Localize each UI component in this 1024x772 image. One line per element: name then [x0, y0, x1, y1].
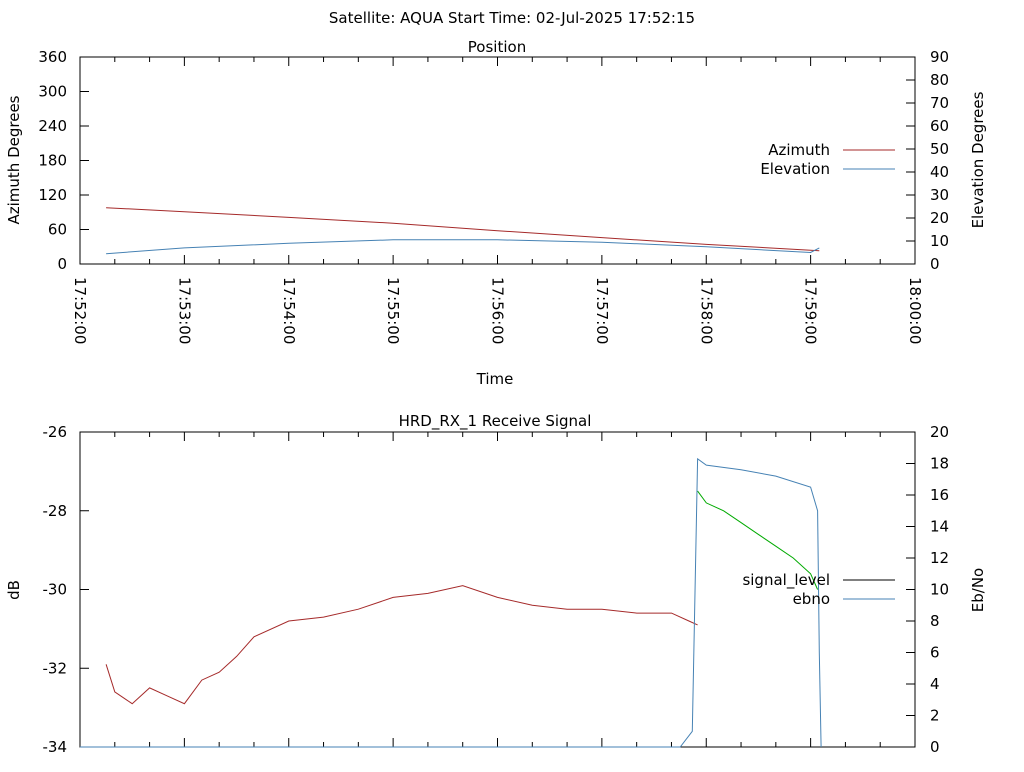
receive-right-axis: 0 2 4 6 8 10 12 14 16 18 20: [906, 423, 949, 756]
time-tick-label: 17:56:00: [489, 277, 507, 344]
position-chart: Position 0 60 120 180 240 300 360 0 10 20 30 40 50 6…: [5, 38, 987, 388]
right-tick-label: 90: [930, 48, 949, 66]
position-ylabel: Azimuth Degrees: [5, 95, 23, 224]
right-tick-label: 60: [930, 117, 949, 135]
series-line-signal-level: [105, 585, 698, 705]
right-tick-label: 30: [930, 186, 949, 204]
series-line-signal-level: [697, 490, 819, 590]
position-y2label: Elevation Degrees: [969, 91, 987, 228]
right-tick-label: 10: [930, 232, 949, 250]
left-tick-label: -30: [43, 581, 68, 599]
time-tick-label: 17:57:00: [593, 277, 611, 344]
right-tick-label: 14: [930, 518, 949, 536]
time-tick-label: 17:52:00: [71, 277, 89, 344]
position-xlabel: Time: [476, 370, 514, 388]
right-tick-label: 40: [930, 163, 949, 181]
receive-left-axis: -34 -32 -30 -28 -26: [43, 423, 89, 756]
legend-label: ebno: [793, 590, 830, 608]
left-tick-label: 60: [48, 221, 67, 239]
left-tick-label: -32: [43, 659, 68, 677]
right-tick-label: 80: [930, 71, 949, 89]
receive-plot-area: [79, 431, 916, 748]
series-line-elevation: [106, 239, 820, 255]
position-series: [106, 207, 820, 255]
receive-y2label: Eb/No: [969, 568, 987, 612]
left-tick-label: 120: [38, 186, 67, 204]
time-tick-label: 17:54:00: [280, 277, 298, 344]
left-tick-label: -34: [43, 738, 68, 756]
figure-title: Satellite: AQUA Start Time: 02-Jul-2025 …: [329, 9, 695, 27]
right-tick-label: 16: [930, 486, 949, 504]
right-tick-label: 20: [930, 209, 949, 227]
time-tick-label: 17:53:00: [175, 277, 193, 344]
right-tick-label: 6: [930, 644, 940, 662]
receive-ylabel: dB: [5, 580, 23, 600]
left-tick-label: 300: [38, 83, 67, 101]
left-tick-label: -26: [43, 423, 68, 441]
right-tick-label: 70: [930, 94, 949, 112]
right-tick-label: 20: [930, 423, 949, 441]
legend-label: Elevation: [760, 160, 830, 178]
time-tick-label: 18:00:00: [906, 277, 924, 344]
receive-time-axis: [79, 432, 916, 747]
time-tick-label: 17:59:00: [802, 277, 820, 344]
right-tick-label: 12: [930, 549, 949, 567]
right-tick-label: 10: [930, 581, 949, 599]
left-tick-label: 180: [38, 152, 67, 170]
right-tick-label: 4: [930, 675, 940, 693]
series-line-azimuth: [106, 207, 820, 252]
position-chart-title: Position: [468, 38, 526, 56]
left-tick-label: 360: [38, 48, 67, 66]
right-tick-label: 8: [930, 612, 940, 630]
position-time-axis: 17:52:00 17:53:00 17:54:00 17:55:00 17:56:00…: [71, 57, 924, 344]
left-tick-label: -28: [43, 502, 68, 520]
right-tick-label: 2: [930, 707, 940, 725]
receive-signal-chart: HRD_RX_1 Receive Signal -34-32-30-28-26 …: [5, 412, 987, 756]
left-tick-label: 0: [57, 255, 67, 273]
time-tick-label: 17:58:00: [697, 277, 715, 344]
right-tick-label: 18: [930, 455, 949, 473]
series-line-ebno: [80, 457, 822, 748]
position-right-axis: 0 10 20 30 40 50 60 70 80 90: [906, 48, 949, 273]
legend-label: signal_level: [742, 571, 830, 590]
time-tick-label: 17:55:00: [384, 277, 402, 344]
position-left-axis: 0 60 120 180 240 300 360: [38, 48, 89, 273]
receive-signal-chart-title: HRD_RX_1 Receive Signal: [399, 412, 592, 431]
right-tick-label: 0: [930, 738, 940, 756]
legend-label: Azimuth: [768, 141, 830, 159]
right-tick-label: 0: [930, 255, 940, 273]
right-tick-label: 50: [930, 140, 949, 158]
left-tick-label: 240: [38, 117, 67, 135]
receive-series: [80, 457, 822, 748]
